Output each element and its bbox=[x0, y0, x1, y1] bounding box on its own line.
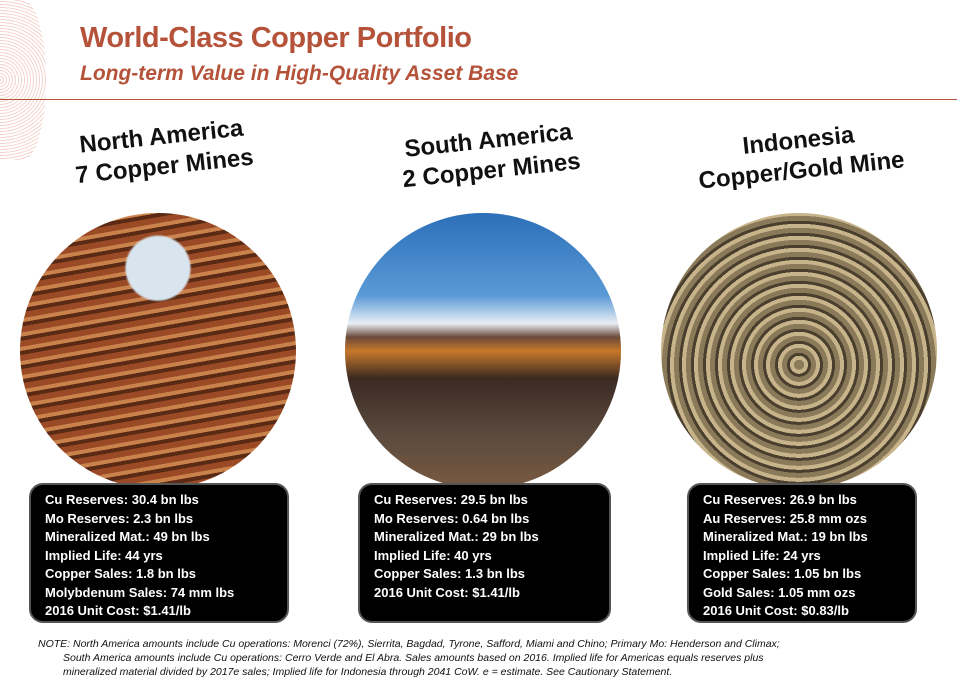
south-america-mine-photo bbox=[345, 213, 621, 489]
heading-south-america: South America 2 Copper Mines bbox=[387, 116, 592, 197]
heading-north-america: North America 7 Copper Mines bbox=[65, 112, 260, 192]
stat: Gold Sales: 1.05 mm ozs bbox=[703, 584, 856, 600]
stat: Mineralized Mat.: 29 bn lbs bbox=[374, 529, 539, 544]
north-america-stats: Cu Reserves: 30.4 bn lbs Mo Reserves: 2.… bbox=[29, 483, 289, 623]
stat: Copper Sales: 1.3 bn lbs bbox=[374, 566, 525, 581]
footnote-line: NOTE: North America amounts include Cu o… bbox=[38, 638, 780, 650]
heading-indonesia: Indonesia Copper/Gold Mine bbox=[692, 115, 907, 197]
stat: Molybdenum Sales: 74 mm lbs bbox=[45, 584, 235, 600]
south-america-stats: Cu Reserves: 29.5 bn lbs Mo Reserves: 0.… bbox=[358, 483, 611, 623]
divider bbox=[0, 99, 957, 100]
north-america-mine-photo bbox=[20, 213, 296, 489]
stat: Implied Life: 24 yrs bbox=[703, 547, 821, 563]
stat: 2016 Unit Cost: $1.41/lb bbox=[45, 603, 191, 618]
stat: Mineralized Mat.: 19 bn lbs bbox=[703, 529, 868, 544]
stat: Cu Reserves: 26.9 bn lbs bbox=[703, 492, 857, 507]
stat: Cu Reserves: 30.4 bn lbs bbox=[45, 492, 199, 507]
footnote-line: South America amounts include Cu operati… bbox=[63, 652, 764, 664]
stat: 2016 Unit Cost: $0.83/lb bbox=[703, 603, 849, 618]
indonesia-mine-photo bbox=[661, 213, 937, 489]
page-subtitle: Long-term Value in High-Quality Asset Ba… bbox=[80, 62, 519, 85]
stat: Mineralized Mat.: 49 bn lbs bbox=[45, 529, 210, 544]
stat: 2016 Unit Cost: $1.41/lb bbox=[374, 584, 520, 600]
stat: Mo Reserves: 0.64 bn lbs bbox=[374, 510, 530, 526]
stat: Cu Reserves: 29.5 bn lbs bbox=[374, 492, 528, 507]
footnote-line: mineralized material divided by 2017e sa… bbox=[63, 666, 673, 678]
stat: Copper Sales: 1.8 bn lbs bbox=[45, 566, 196, 581]
stat: Au Reserves: 25.8 mm ozs bbox=[703, 510, 868, 526]
indonesia-stats: Cu Reserves: 26.9 bn lbs Au Reserves: 25… bbox=[687, 483, 917, 623]
stat: Mo Reserves: 2.3 bn lbs bbox=[45, 510, 194, 526]
stat: Copper Sales: 1.05 bn lbs bbox=[703, 566, 862, 581]
stat: Implied Life: 40 yrs bbox=[374, 547, 492, 563]
footnote: NOTE: North America amounts include Cu o… bbox=[38, 637, 918, 679]
page-title: World-Class Copper Portfolio bbox=[80, 22, 472, 54]
decorative-swirl bbox=[0, 0, 46, 160]
stat: Implied Life: 44 yrs bbox=[45, 547, 163, 563]
